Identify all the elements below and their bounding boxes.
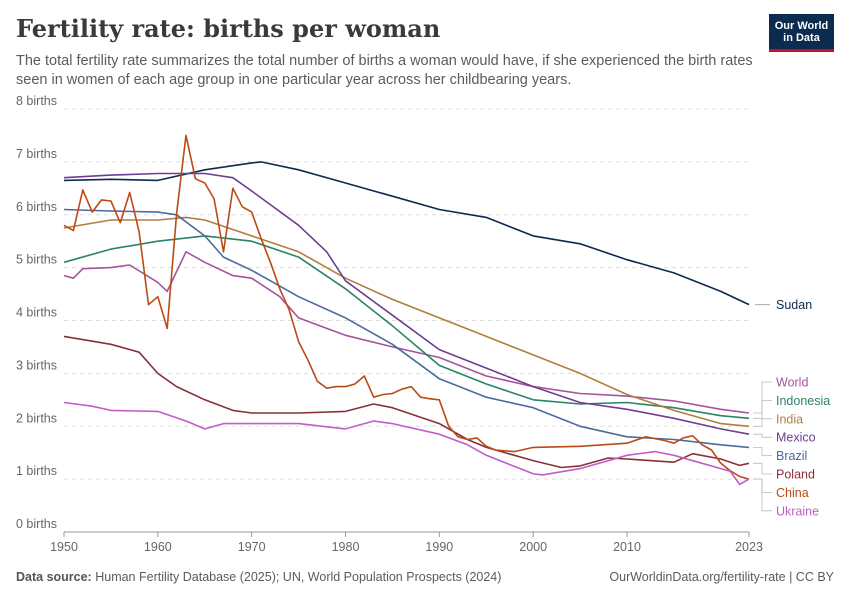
y-tick-label: 5 births — [16, 253, 57, 267]
series-line-china[interactable] — [63, 134, 750, 480]
series-line-brazil[interactable] — [63, 208, 750, 449]
label-connector — [753, 400, 772, 419]
series-line-poland[interactable] — [63, 335, 750, 469]
x-tick-label: 1950 — [50, 540, 78, 554]
x-tick-label: 1980 — [332, 540, 360, 554]
y-tick-label: 6 births — [16, 200, 57, 214]
chart-subtitle: The total fertility rate summarizes the … — [16, 53, 753, 88]
series-line-sudan[interactable] — [63, 161, 750, 306]
x-tick-label: 1970 — [238, 540, 266, 554]
label-connector — [753, 433, 772, 438]
label-connector — [753, 462, 772, 475]
y-tick-label: 4 births — [16, 306, 57, 320]
label-connector — [753, 381, 772, 414]
series-label-sudan[interactable]: Sudan — [776, 298, 812, 312]
data-source-text[interactable]: Human Fertility Database (2025); UN, Wor… — [95, 570, 502, 584]
x-tick-label: 2023 — [735, 540, 763, 554]
series-label-mexico[interactable]: Mexico — [776, 431, 816, 445]
series-label-india[interactable]: India — [776, 412, 803, 426]
x-tick-label: 1990 — [425, 540, 453, 554]
x-tick-label: 1960 — [144, 540, 172, 554]
owid-logo[interactable]: Our World in Data — [769, 14, 834, 52]
series-label-ukraine[interactable]: Ukraine — [776, 504, 819, 518]
series-label-indonesia[interactable]: Indonesia — [776, 394, 830, 408]
series-label-world[interactable]: World — [776, 376, 808, 390]
data-source-label: Data source: — [16, 570, 92, 584]
y-tick-label: 8 births — [16, 94, 57, 108]
series-line-ukraine[interactable] — [63, 401, 750, 486]
series-label-poland[interactable]: Poland — [776, 468, 815, 482]
label-connector — [753, 478, 772, 493]
y-tick-label: 0 births — [16, 517, 57, 531]
label-connector — [753, 447, 772, 456]
series-line-mexico[interactable] — [63, 172, 750, 435]
y-tick-label: 3 births — [16, 358, 57, 372]
series-line-world[interactable] — [63, 251, 750, 414]
series-label-brazil[interactable]: Brazil — [776, 449, 807, 463]
logo-text: Our World in Data — [774, 19, 829, 44]
y-tick-label: 7 births — [16, 147, 57, 161]
data-source: Data source: Human Fertility Database (2… — [16, 570, 501, 584]
series-line-indonesia[interactable] — [63, 235, 750, 420]
y-tick-label: 2 births — [16, 411, 57, 425]
chart-title: Fertility rate: births per woman — [16, 14, 441, 43]
series-label-china[interactable]: China — [776, 486, 809, 500]
label-connector — [753, 478, 772, 512]
label-connector — [753, 418, 772, 427]
x-tick-label: 2000 — [519, 540, 547, 554]
source-url[interactable]: OurWorldinData.org/fertility-rate | CC B… — [609, 570, 834, 584]
series-line-india[interactable] — [63, 216, 750, 428]
x-tick-label: 2010 — [613, 540, 641, 554]
y-tick-label: 1 births — [16, 464, 57, 478]
